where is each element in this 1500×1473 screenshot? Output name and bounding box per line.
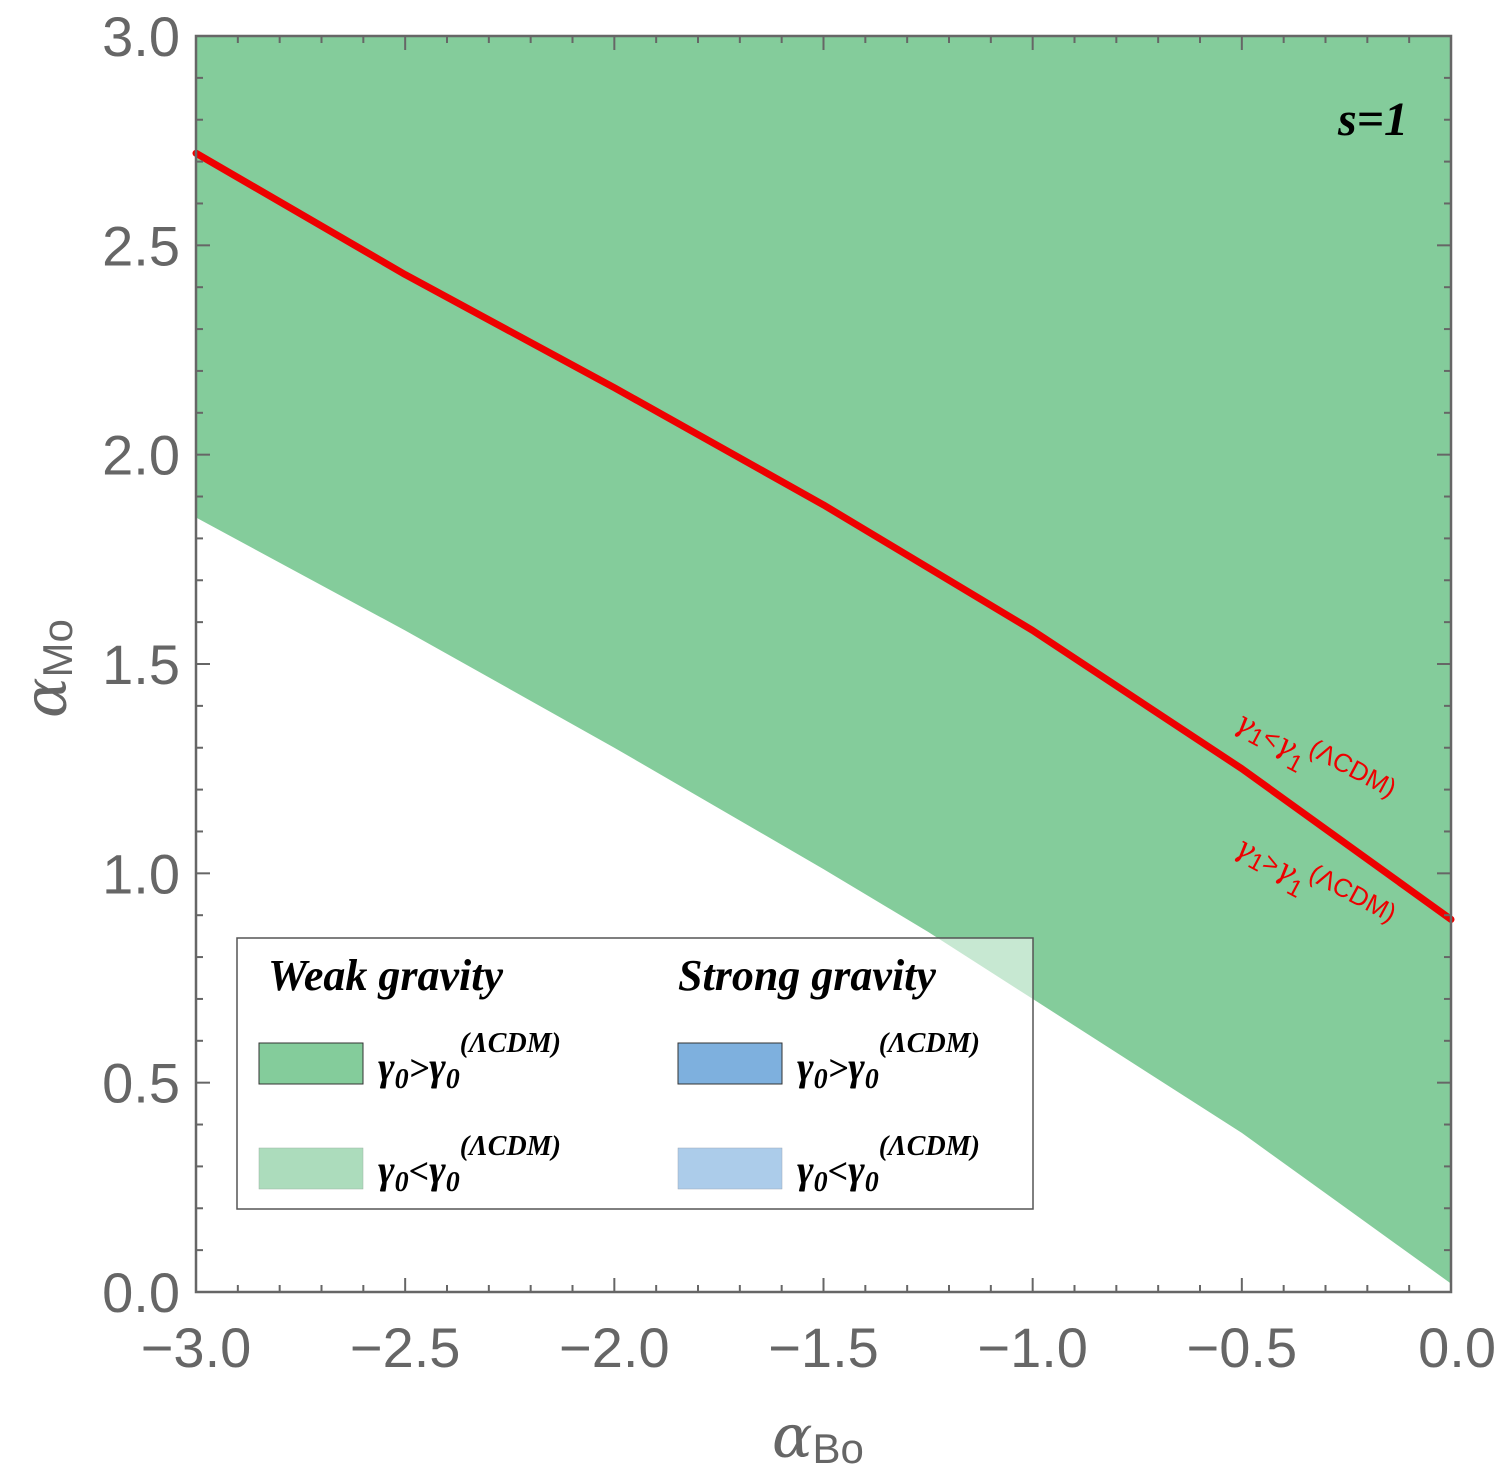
legend-1-op: < <box>409 1151 430 1191</box>
legend-label-weak-below: γ0<γ0(ΛCDM) <box>378 1131 561 1198</box>
x-axis-subscript: Bo <box>813 1425 864 1472</box>
x-tick-label: −2.5 <box>350 1316 461 1379</box>
legend-2-ref-sup: (ΛCDM) <box>879 1028 980 1059</box>
legend-0-base: γ <box>378 1044 395 1089</box>
y-axis-symbol: α <box>11 677 81 718</box>
legend-0-op: > <box>409 1048 430 1088</box>
legend-2-ref-base: γ <box>848 1044 865 1089</box>
plot-layer <box>192 36 1455 1284</box>
y-axis-label: αMo <box>11 619 81 718</box>
legend-2-base: γ <box>797 1044 814 1089</box>
y-tick-label: 0.0 <box>102 1261 180 1324</box>
legend: Weak gravity Strong gravity γ0>γ0(ΛCDM) … <box>236 937 1034 1210</box>
x-tick-label: −1.0 <box>977 1316 1088 1379</box>
legend-label-strong-above: γ0>γ0(ΛCDM) <box>797 1028 980 1095</box>
axis-tick-labels: −3.0 −2.5 −2.0 −1.5 −1.0 −0.5 0.0 0.0 0.5 1.0 1.5 2… <box>102 5 1496 1379</box>
legend-3-base: γ <box>797 1147 814 1192</box>
legend-1-sub: 0 <box>395 1167 409 1198</box>
legend-3-sub: 0 <box>814 1167 828 1198</box>
gamma1-boundary-curve <box>192 149 1455 923</box>
legend-swatch-weak-below <box>258 1147 364 1190</box>
legend-label-strong-below: γ0<γ0(ΛCDM) <box>797 1131 980 1198</box>
x-tick-label: −3.0 <box>141 1316 252 1379</box>
panel-label: s=1 <box>1337 93 1408 146</box>
y-axis-label-group: αMo <box>11 619 81 718</box>
legend-heading-strong: Strong gravity <box>678 951 936 1000</box>
legend-0-ref-base: γ <box>429 1044 446 1089</box>
legend-swatch-strong-above <box>677 1042 783 1085</box>
x-axis-label: αBo <box>772 1402 864 1472</box>
legend-0-ref-sup: (ΛCDM) <box>460 1028 561 1059</box>
x-tick-label: 0.0 <box>1418 1316 1496 1379</box>
x-tick-label: −2.0 <box>559 1316 670 1379</box>
y-tick-label: 1.5 <box>102 633 180 696</box>
legend-heading-weak: Weak gravity <box>268 951 503 1000</box>
weak-gravity-region <box>196 36 1451 1284</box>
x-axis-symbol: α <box>772 1402 813 1472</box>
legend-3-op: < <box>828 1151 849 1191</box>
legend-3-ref-sup: (ΛCDM) <box>879 1131 980 1162</box>
y-tick-label: 2.5 <box>102 214 180 277</box>
legend-1-ref-sub: 0 <box>446 1167 460 1198</box>
legend-3-ref-sub: 0 <box>865 1167 879 1198</box>
legend-1-ref-base: γ <box>429 1147 446 1192</box>
x-tick-label: −1.5 <box>768 1316 879 1379</box>
legend-1-base: γ <box>378 1147 395 1192</box>
y-axis-subscript: Mo <box>34 619 81 677</box>
y-tick-label: 3.0 <box>102 5 180 68</box>
axis-ticks <box>195 35 1452 1293</box>
legend-1-ref-sup: (ΛCDM) <box>460 1131 561 1162</box>
legend-swatch-strong-below <box>677 1147 783 1190</box>
y-tick-label: 1.0 <box>102 842 180 905</box>
legend-0-ref-sub: 0 <box>446 1064 460 1095</box>
x-tick-label: −0.5 <box>1187 1316 1298 1379</box>
legend-label-weak-above: γ0>γ0(ΛCDM) <box>378 1028 561 1095</box>
y-tick-label: 0.5 <box>102 1052 180 1115</box>
legend-2-sub: 0 <box>814 1064 828 1095</box>
legend-0-sub: 0 <box>395 1064 409 1095</box>
legend-2-op: > <box>828 1048 849 1088</box>
legend-2-ref-sub: 0 <box>865 1064 879 1095</box>
legend-box <box>236 937 1034 1210</box>
legend-3-ref-base: γ <box>848 1147 865 1192</box>
y-tick-label: 2.0 <box>102 424 180 487</box>
legend-swatch-weak-above <box>258 1042 364 1085</box>
